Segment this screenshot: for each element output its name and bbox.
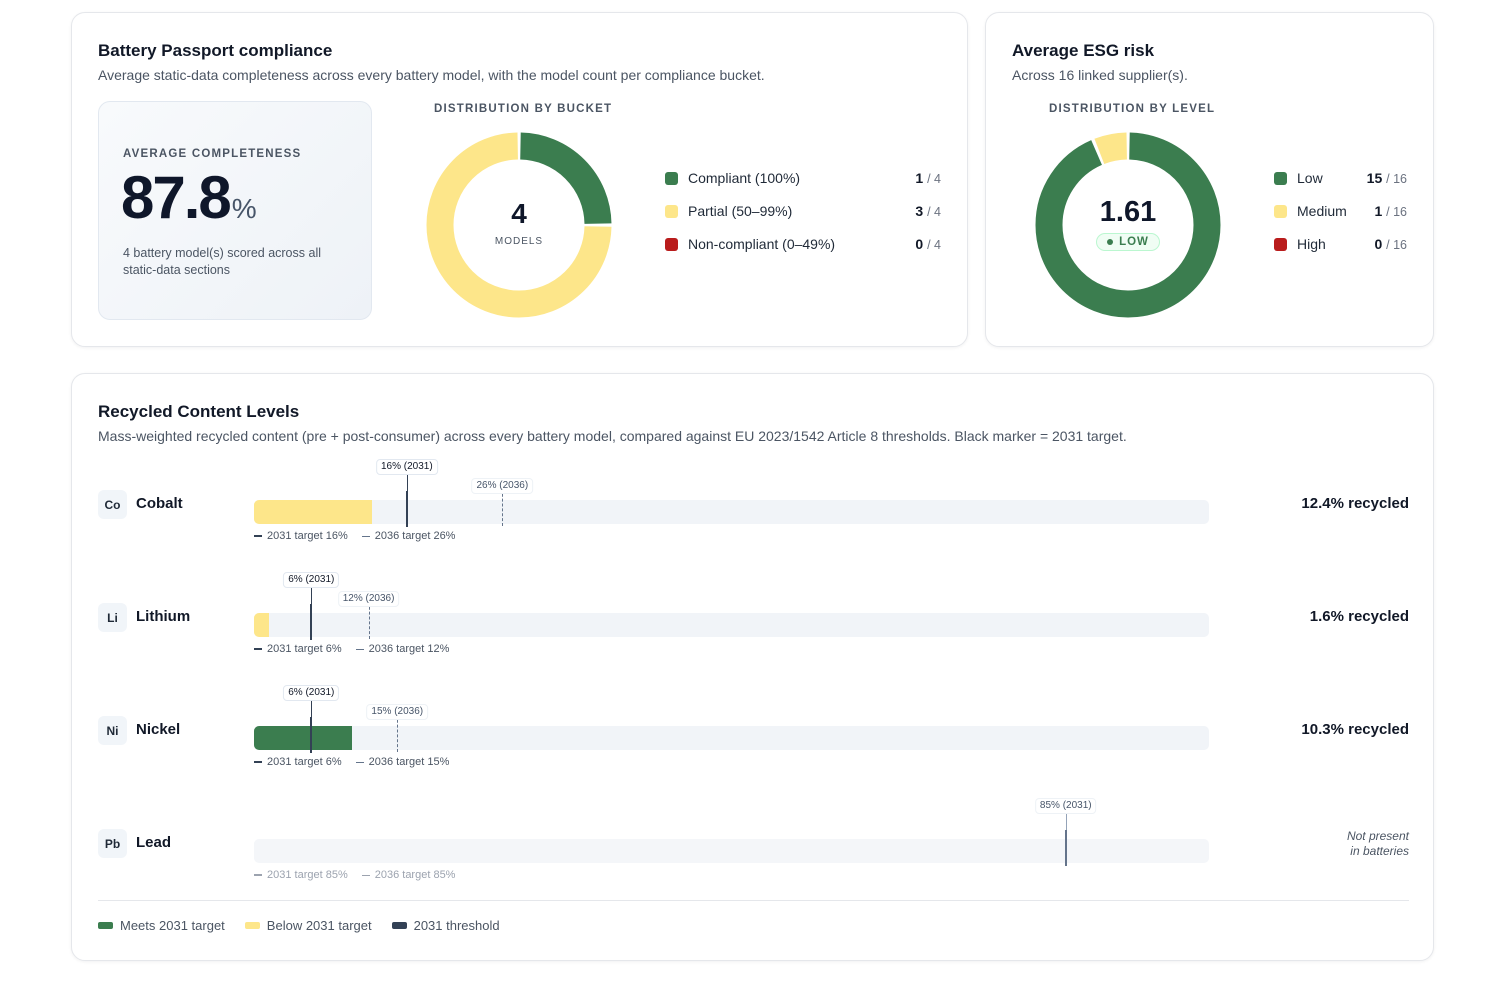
esg-risk-card: Average ESG risk Across 16 linked suppli…	[985, 12, 1434, 347]
target-2031-marker	[310, 717, 313, 753]
legend-non-compliant: Non-compliant (0–49%)	[665, 234, 835, 254]
legend-divider	[98, 900, 1409, 901]
low-swatch	[1274, 171, 1287, 185]
esg-level-badge: LOW	[1096, 233, 1160, 251]
target-2036-tag: 26% (2036)	[471, 478, 534, 494]
recycled-value: 12.4% recycled	[1301, 495, 1409, 512]
esg-subtitle: Across 16 linked supplier(s).	[1012, 67, 1188, 83]
tag-2031-stem	[406, 475, 408, 491]
recycled-bar-track: 16% (2031) 26% (2036)	[254, 459, 1209, 527]
target-2031-tag: 6% (2031)	[283, 572, 340, 588]
compliant-swatch	[665, 171, 678, 185]
non-compliant-swatch	[665, 237, 678, 251]
recycled-bar-fill	[254, 726, 353, 750]
not-present-note: Not present in batteries	[1346, 829, 1409, 858]
partial-count: 3 / 4	[915, 203, 941, 219]
tag-2031-stem	[311, 588, 313, 604]
models-count: 4	[511, 198, 527, 229]
target-2031-tag: 85% (2031)	[1034, 798, 1097, 814]
legend-medium: Medium	[1274, 201, 1347, 221]
models-label: MODELS	[494, 236, 544, 247]
rc-title: Recycled Content Levels	[98, 402, 300, 421]
recycled-bar-fill	[254, 500, 373, 524]
target-2031-marker	[310, 604, 313, 640]
bp-subtitle: Average static-data completeness across …	[98, 67, 765, 83]
high-swatch	[1274, 237, 1287, 251]
bucket-donut-chart	[426, 132, 612, 318]
esg-score: 1.61	[1099, 196, 1157, 228]
esg-donut-center: 1.61 LOW	[1035, 132, 1221, 318]
metal-row-lithium: Li Lithium 6% (2031) 12% (2036) 2031 tar…	[72, 572, 1435, 703]
metal-symbol-badge: Ni	[98, 716, 127, 745]
legend-meets-2031: Meets 2031 target	[98, 918, 225, 933]
avg-completeness-value: 87.8%	[121, 164, 257, 231]
bucket-donut-center: 4 MODELS	[426, 132, 612, 318]
level-dist-label: DISTRIBUTION BY LEVEL	[1049, 103, 1216, 115]
target-2031-marker	[1064, 830, 1067, 866]
target-legend: 2031 target 16% 2036 target 26%	[254, 530, 455, 542]
target-2036-marker	[502, 484, 504, 526]
esg-title: Average ESG risk	[1012, 41, 1155, 60]
target-legend: 2031 target 6% 2036 target 15%	[254, 756, 449, 768]
metal-name: Lithium	[136, 608, 191, 625]
recycled-content-card: Recycled Content Levels Mass-weighted re…	[71, 373, 1434, 961]
compliant-count: 1 / 4	[915, 170, 941, 186]
bucket-dist-label: DISTRIBUTION BY BUCKET	[434, 103, 613, 115]
legend-compliant: Compliant (100%)	[665, 168, 800, 188]
metal-row-cobalt: Co Cobalt 16% (2031) 26% (2036) 2031 tar…	[72, 459, 1435, 590]
recycled-legend: Meets 2031 target Below 2031 target 2031…	[98, 918, 500, 933]
average-completeness-box: AVERAGE COMPLETENESS 87.8% 4 battery mod…	[98, 101, 372, 320]
metal-row-lead: Pb Lead 85% (2031) 2031 target 85% 2036 …	[72, 798, 1435, 929]
metal-symbol-badge: Li	[98, 603, 127, 632]
tag-2031-stem	[1065, 814, 1067, 830]
battery-passport-card: Battery Passport compliance Average stat…	[71, 12, 968, 347]
avg-completeness-note: 4 battery model(s) scored across all sta…	[123, 246, 321, 277]
recycled-bar-track: 6% (2031) 12% (2036)	[254, 572, 1209, 640]
legend-partial: Partial (50–99%)	[665, 201, 792, 221]
non-compliant-count: 0 / 4	[915, 236, 941, 252]
recycled-value: 1.6% recycled	[1309, 608, 1409, 625]
low-count: 15 / 16	[1366, 170, 1407, 186]
tag-2031-stem	[311, 701, 313, 717]
legend-low: Low	[1274, 168, 1323, 188]
esg-donut-chart	[1035, 132, 1221, 318]
metal-name: Lead	[136, 834, 172, 851]
donut-segment-partial-50-99	[426, 132, 612, 318]
target-2036-marker	[368, 597, 370, 639]
target-legend: 2031 target 85% 2036 target 85%	[254, 869, 455, 881]
bp-title: Battery Passport compliance	[98, 41, 333, 60]
high-count: 0 / 16	[1374, 236, 1407, 252]
target-2036-tag: 15% (2036)	[366, 704, 429, 720]
legend-2031-threshold: 2031 threshold	[391, 918, 500, 933]
metal-symbol-badge: Pb	[98, 829, 127, 858]
target-2036-tag: 12% (2036)	[337, 591, 400, 607]
donut-segment-low	[1035, 132, 1221, 318]
target-2036-marker	[397, 710, 399, 752]
avg-completeness-label: AVERAGE COMPLETENESS	[123, 148, 302, 160]
medium-swatch	[1274, 204, 1287, 218]
rc-subtitle: Mass-weighted recycled content (pre + po…	[98, 428, 1127, 444]
metal-row-nickel: Ni Nickel 6% (2031) 15% (2036) 2031 targ…	[72, 685, 1435, 816]
partial-swatch	[665, 204, 678, 218]
metal-name: Cobalt	[136, 495, 183, 512]
target-2031-marker	[405, 491, 408, 527]
medium-count: 1 / 16	[1374, 203, 1407, 219]
target-2031-tag: 6% (2031)	[283, 685, 340, 701]
legend-below-2031: Below 2031 target	[244, 918, 372, 933]
target-2031-tag: 16% (2031)	[375, 459, 438, 475]
pill-dot-icon	[1107, 239, 1114, 245]
recycled-value: 10.3% recycled	[1301, 721, 1409, 738]
recycled-bar-fill	[254, 613, 270, 637]
recycled-bar-track: 6% (2031) 15% (2036)	[254, 685, 1209, 753]
target-legend: 2031 target 6% 2036 target 12%	[254, 643, 449, 655]
recycled-bar-track: 85% (2031)	[254, 798, 1209, 866]
metal-symbol-badge: Co	[98, 490, 127, 519]
legend-high: High	[1274, 234, 1326, 254]
avg-unit: %	[231, 193, 257, 224]
metal-name: Nickel	[136, 721, 181, 738]
